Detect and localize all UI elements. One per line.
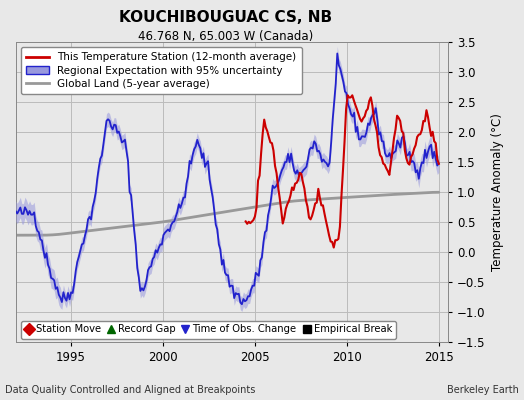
Text: Berkeley Earth: Berkeley Earth (447, 385, 519, 395)
Text: KOUCHIBOUGUAC CS, NB: KOUCHIBOUGUAC CS, NB (119, 10, 332, 25)
Legend: Station Move, Record Gap, Time of Obs. Change, Empirical Break: Station Move, Record Gap, Time of Obs. C… (21, 320, 396, 338)
Text: 46.768 N, 65.003 W (Canada): 46.768 N, 65.003 W (Canada) (138, 30, 313, 43)
Y-axis label: Temperature Anomaly (°C): Temperature Anomaly (°C) (491, 113, 504, 271)
Text: Data Quality Controlled and Aligned at Breakpoints: Data Quality Controlled and Aligned at B… (5, 385, 256, 395)
